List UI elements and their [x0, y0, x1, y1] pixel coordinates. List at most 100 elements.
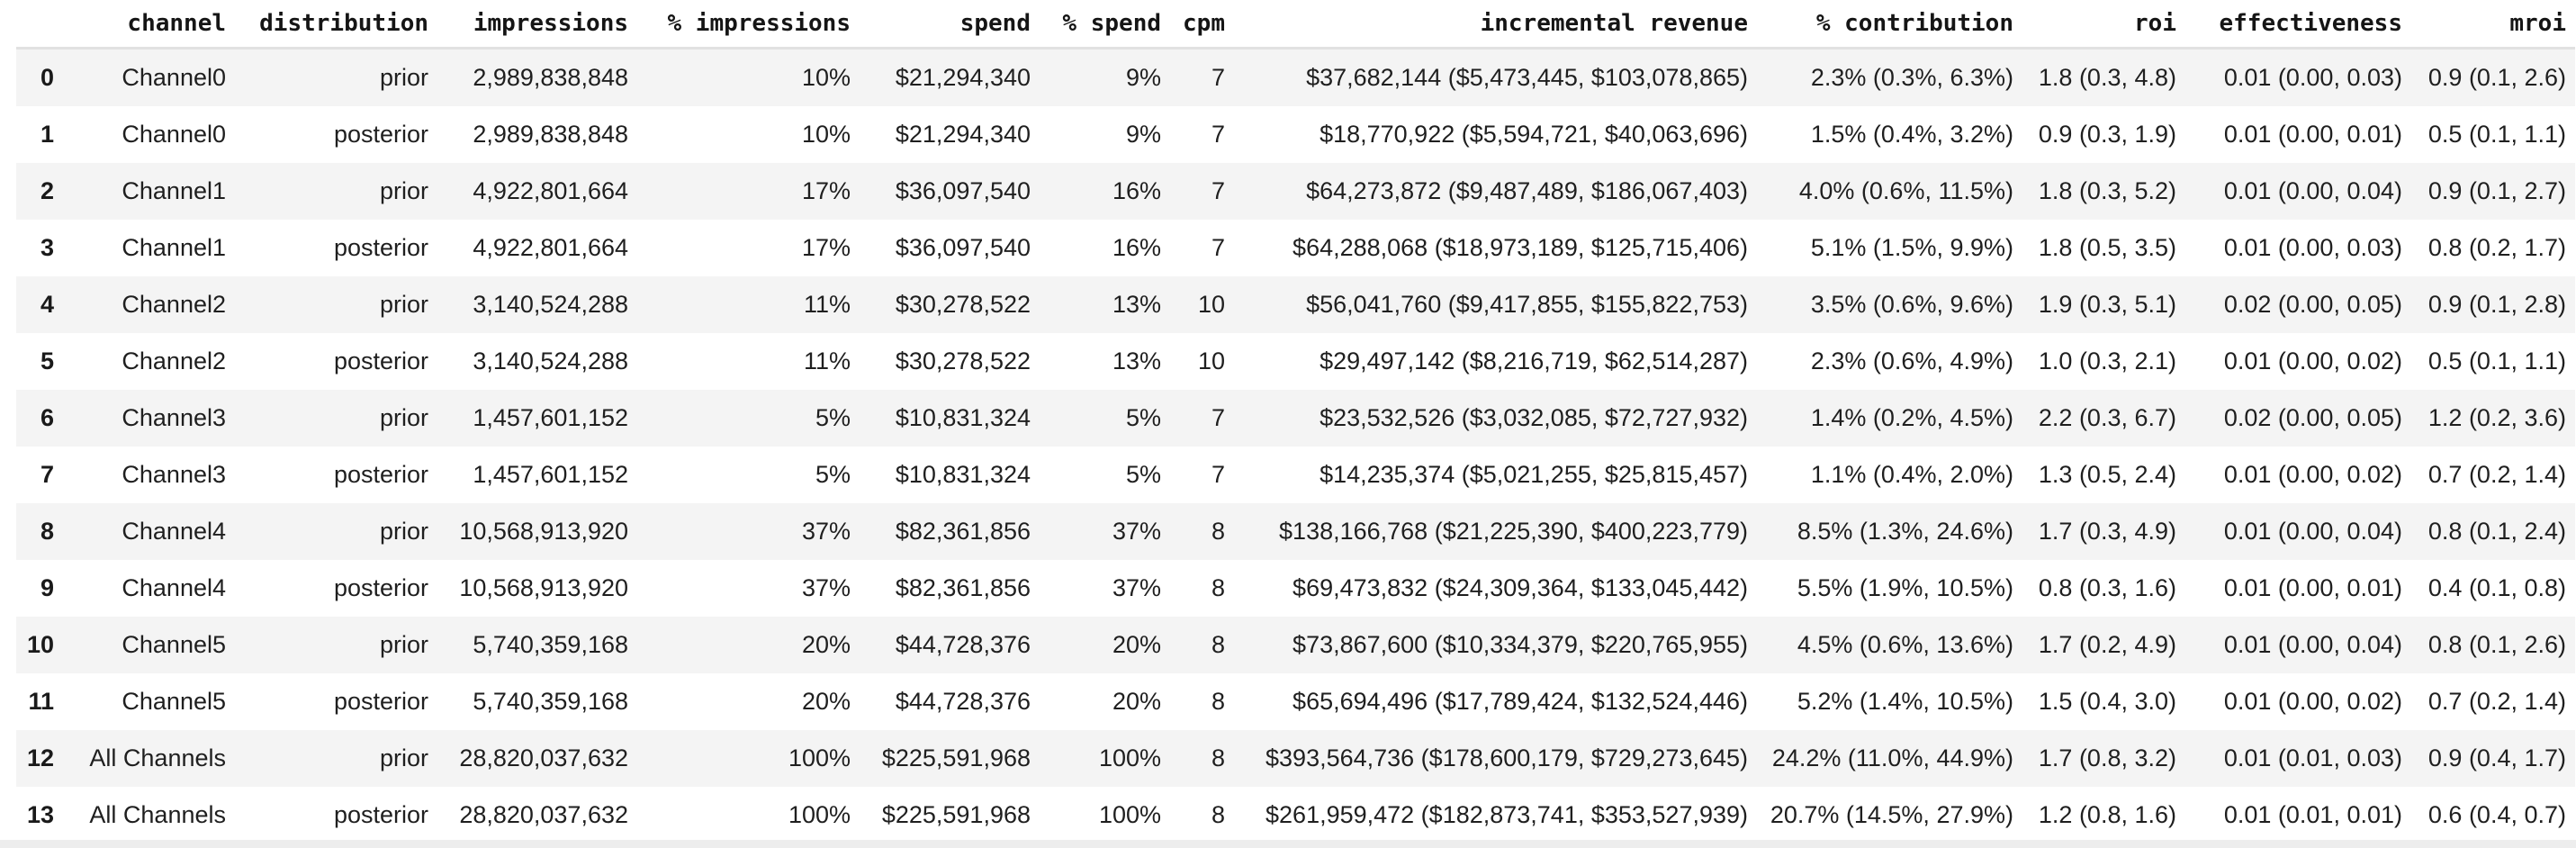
table-cell: posterior — [333, 688, 428, 715]
row-index: 5 — [40, 347, 54, 374]
table-cell: 20% — [1112, 688, 1161, 715]
table-cell: 8 — [1211, 574, 1225, 601]
table-cell: 20.7% (14.5%, 27.9%) — [1770, 801, 2013, 828]
table-cell: posterior — [333, 574, 428, 601]
table-cell: 1.8 (0.5, 3.5) — [2038, 234, 2176, 261]
table-header-row: channel distribution impressions% impressi… — [16, 0, 2575, 50]
table-cell: 20% — [801, 688, 851, 715]
table-cell: 5,740,359,168 — [473, 631, 628, 658]
table-cell: 5.2% (1.4%, 10.5%) — [1797, 688, 2013, 715]
table-cell: $393,564,736 ($178,600,179, $729,273,645… — [1265, 744, 1748, 771]
column-header: % contribution — [1757, 0, 2022, 50]
table-cell: 10,568,913,920 — [459, 518, 628, 545]
column-header: channel — [63, 0, 235, 50]
table-cell: 37% — [801, 518, 851, 545]
horizontal-scrollbar[interactable] — [0, 840, 2576, 848]
table-cell: $30,278,522 — [895, 291, 1031, 318]
table-cell: prior — [379, 404, 428, 431]
table-cell: 7 — [1211, 404, 1225, 431]
table-cell: $21,294,340 — [895, 64, 1031, 91]
column-header: distribution — [235, 0, 437, 50]
table-row: 2 Channel1 prior 4,922,801,664 17% $36,097,54… — [16, 163, 2575, 220]
table-cell: Channel4 — [122, 574, 226, 601]
table-cell: 5.5% (1.9%, 10.5%) — [1797, 574, 2013, 601]
table-cell: 0.5 (0.1, 1.1) — [2427, 121, 2566, 148]
index-column-header — [16, 0, 63, 50]
table-cell: 8.5% (1.3%, 24.6%) — [1797, 518, 2013, 545]
table-cell: 10 — [1197, 347, 1225, 374]
table-cell: 7 — [1211, 64, 1225, 91]
table-cell: 0.01 (0.00, 0.01) — [2223, 121, 2402, 148]
table-cell: Channel5 — [122, 688, 226, 715]
table-cell: 24.2% (11.0%, 44.9%) — [1771, 744, 2013, 771]
table-cell: 0.9 (0.3, 1.9) — [2038, 121, 2176, 148]
table-cell: 9% — [1125, 121, 1161, 148]
table-cell: 0.01 (0.00, 0.02) — [2223, 347, 2402, 374]
table-cell: 1.2 (0.2, 3.6) — [2427, 404, 2566, 431]
table-cell: 1,457,601,152 — [473, 461, 628, 488]
table-cell: 20% — [801, 631, 851, 658]
table-cell: 100% — [788, 744, 851, 771]
table-cell: $36,097,540 — [895, 177, 1031, 204]
table-cell: $64,273,872 ($9,487,489, $186,067,403) — [1306, 177, 1748, 204]
row-index: 7 — [40, 461, 54, 488]
table-cell: 5% — [1125, 404, 1161, 431]
table-cell: 5.1% (1.5%, 9.9%) — [1810, 234, 2013, 261]
table-cell: $14,235,374 ($5,021,255, $25,815,457) — [1320, 461, 1748, 488]
table-cell: $64,288,068 ($18,973,189, $125,715,406) — [1293, 234, 1748, 261]
table-row: 12 All Channels prior 28,820,037,632 100% $22… — [16, 730, 2575, 787]
table-cell: 17% — [801, 177, 851, 204]
table-cell: 0.01 (0.01, 0.01) — [2223, 801, 2402, 828]
row-index: 2 — [40, 177, 54, 204]
table-cell: prior — [379, 744, 428, 771]
table-cell: 2,989,838,848 — [473, 121, 628, 148]
table-cell: $36,097,540 — [895, 234, 1031, 261]
table-cell: 1.0 (0.3, 2.1) — [2038, 347, 2176, 374]
table-cell: 3,140,524,288 — [473, 347, 628, 374]
table-cell: 10% — [801, 121, 851, 148]
table-body: 0 Channel0 prior 2,989,838,848 10% $21,294,34… — [16, 48, 2575, 844]
table-row: 1 Channel0 posterior 2,989,838,848 10% $21,29… — [16, 106, 2575, 163]
table-cell: 0.8 (0.1, 2.4) — [2427, 518, 2566, 545]
row-index: 6 — [40, 404, 54, 431]
column-header: mroi — [2411, 0, 2575, 50]
table-cell: 4,922,801,664 — [473, 177, 628, 204]
table-cell: $44,728,376 — [895, 688, 1031, 715]
table-cell: 2.3% (0.6%, 4.9%) — [1810, 347, 2013, 374]
table-cell: $29,497,142 ($8,216,719, $62,514,287) — [1320, 347, 1748, 374]
table-cell: 3,140,524,288 — [473, 291, 628, 318]
table-row: 8 Channel4 prior 10,568,913,920 37% $82,361,8… — [16, 503, 2575, 560]
table-cell: 1.8 (0.3, 4.8) — [2038, 64, 2176, 91]
column-header: impressions — [437, 0, 637, 50]
table-cell: 0.9 (0.1, 2.8) — [2427, 291, 2566, 318]
table-cell: 28,820,037,632 — [459, 744, 628, 771]
table-cell: $69,473,832 ($24,309,364, $133,045,442) — [1293, 574, 1748, 601]
table-cell: Channel0 — [122, 121, 226, 148]
table-cell: 1.2 (0.8, 1.6) — [2038, 801, 2176, 828]
table-cell: 100% — [788, 801, 851, 828]
table-cell: 1.7 (0.2, 4.9) — [2038, 631, 2176, 658]
table-cell: 11% — [803, 291, 851, 318]
table-cell: 0.9 (0.1, 2.7) — [2427, 177, 2566, 204]
table-cell: 2,989,838,848 — [473, 64, 628, 91]
row-index: 3 — [40, 234, 54, 261]
table-cell: 0.7 (0.2, 1.4) — [2427, 461, 2566, 488]
table-cell: prior — [379, 291, 428, 318]
table-cell: 3.5% (0.6%, 9.6%) — [1810, 291, 2013, 318]
row-index: 10 — [26, 631, 54, 658]
table-cell: 28,820,037,632 — [459, 801, 628, 828]
table-row: 4 Channel2 prior 3,140,524,288 11% $30,278,52… — [16, 276, 2575, 333]
table-cell: posterior — [333, 801, 428, 828]
column-header: spend — [860, 0, 1040, 50]
table-cell: 0.8 (0.1, 2.6) — [2427, 631, 2566, 658]
row-index: 12 — [26, 744, 54, 771]
table-cell: $73,867,600 ($10,334,379, $220,765,955) — [1293, 631, 1748, 658]
table-cell: Channel1 — [122, 234, 226, 261]
column-header: effectiveness — [2185, 0, 2411, 50]
table-cell: 5% — [815, 461, 851, 488]
table-cell: 8 — [1211, 688, 1225, 715]
table-cell: 5% — [1125, 461, 1161, 488]
table-cell: 4.0% (0.6%, 11.5%) — [1798, 177, 2013, 204]
table-cell: 11% — [803, 347, 851, 374]
table-cell: $82,361,856 — [895, 518, 1031, 545]
